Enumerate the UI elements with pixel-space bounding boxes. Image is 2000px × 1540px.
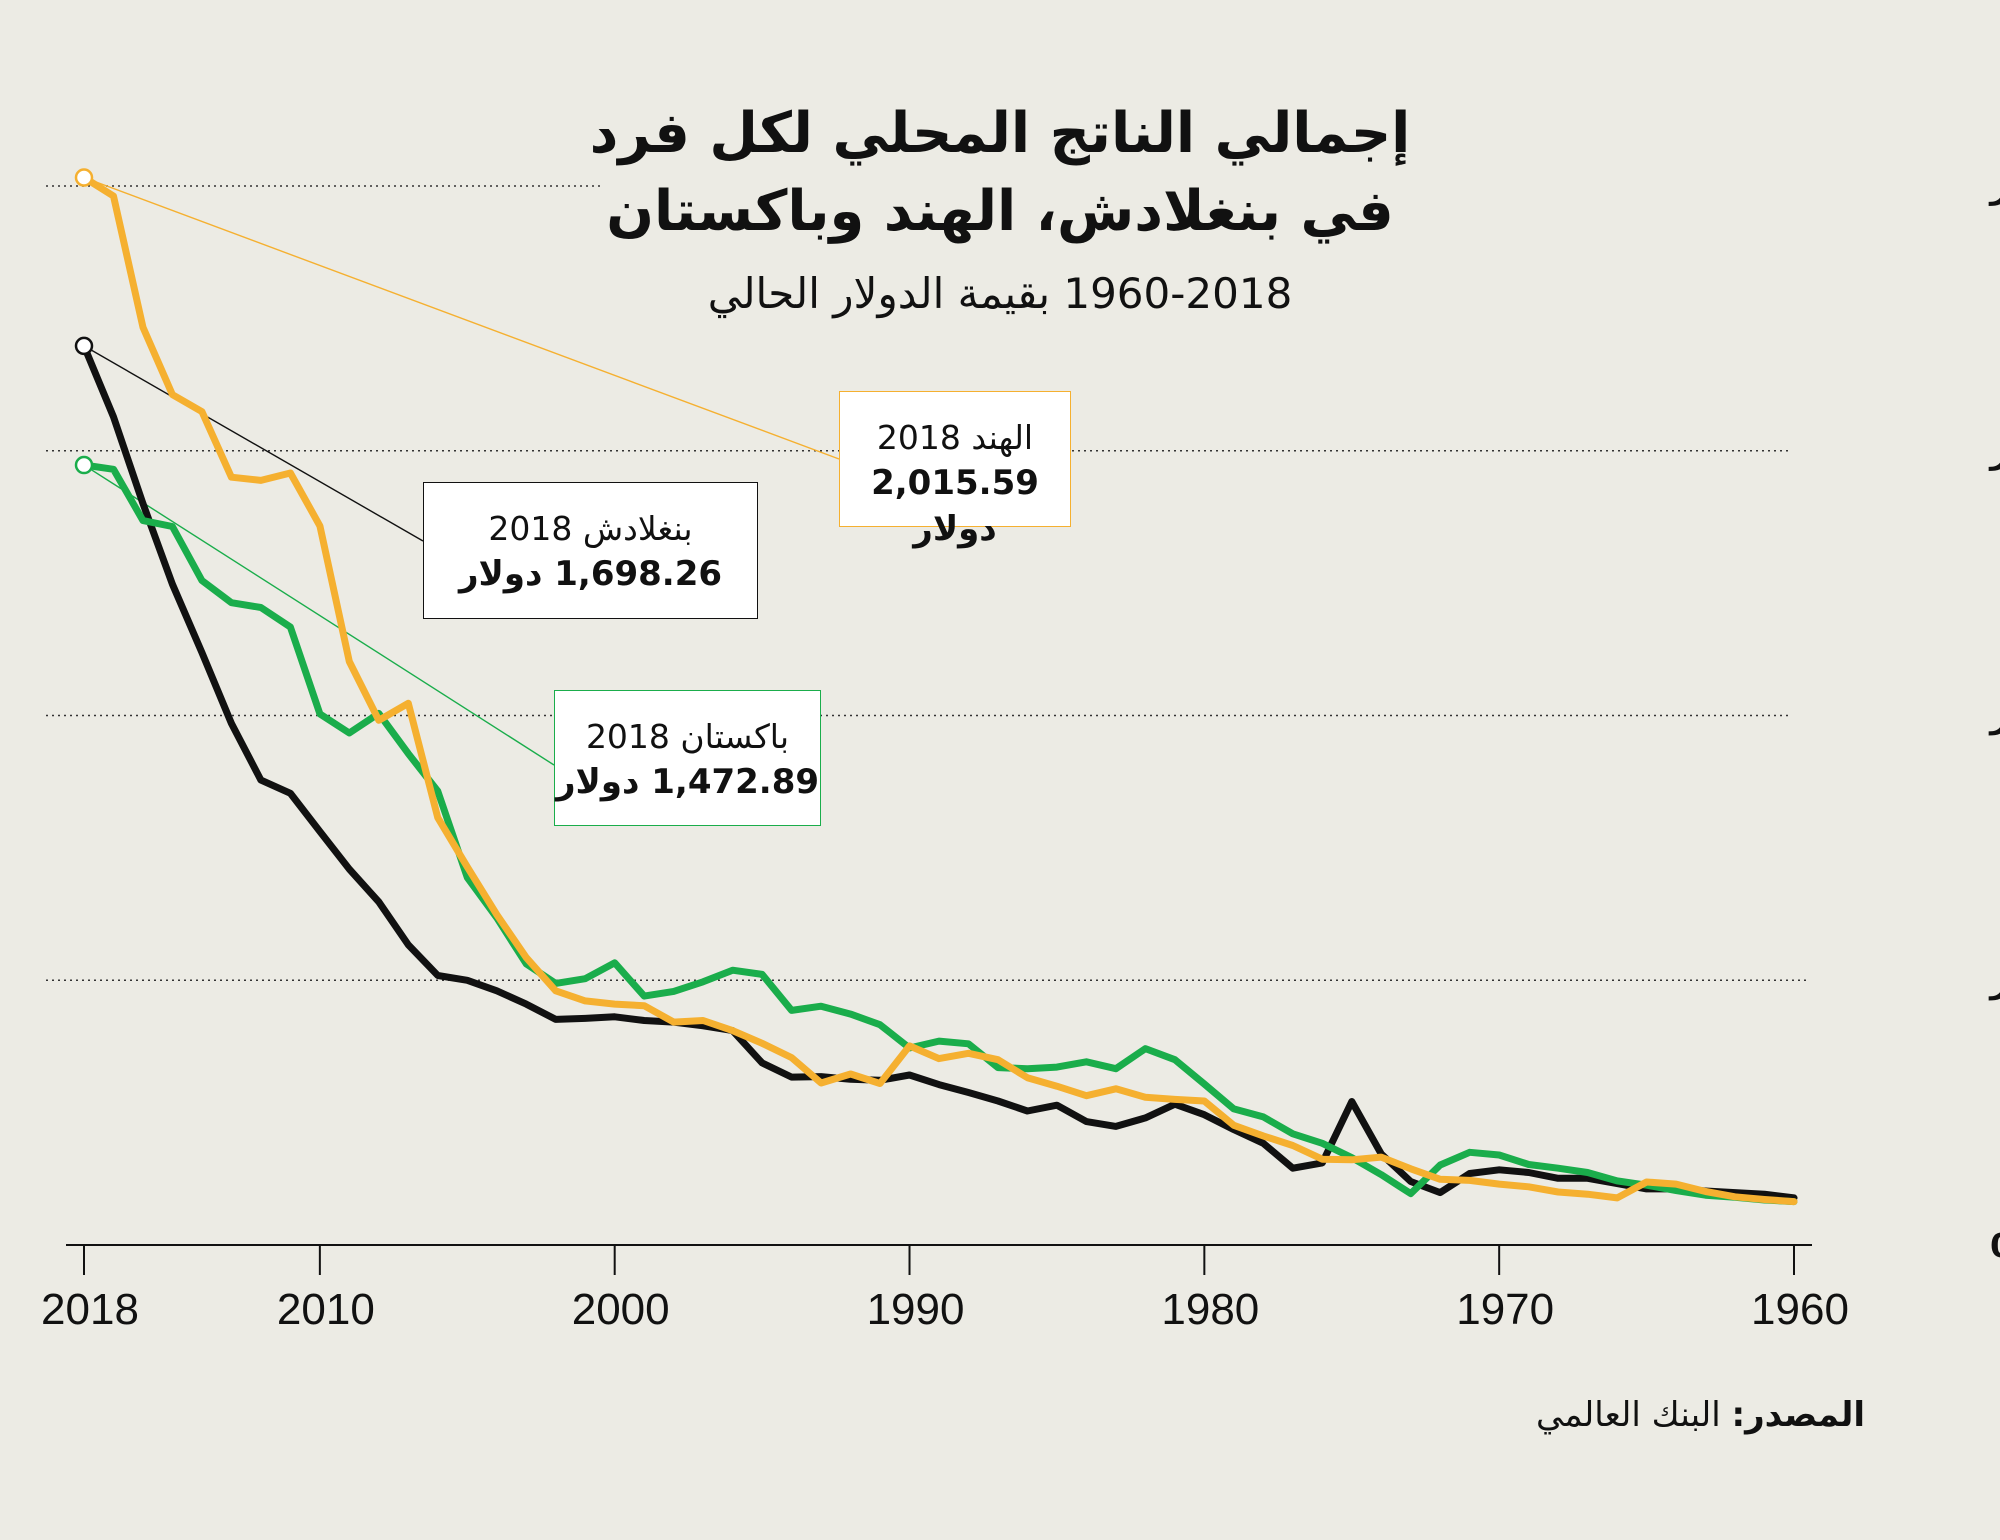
series-line-india [80,174,1798,1206]
callout-bangladesh: بنغلادش 2018 1,698.26 دولار [423,482,758,619]
leader-line-bangladesh [83,345,424,542]
callout-pakistan: باكستان 2018 1,472.89 دولار [554,690,821,826]
grid-lines [46,185,1810,982]
callout-pakistan-label: باكستان 2018 [585,717,790,756]
source-label: المصدر: [1731,1395,1865,1435]
chart-subtitle: 1960-2018 بقيمة الدولار الحالي [707,269,1293,318]
series-line-pakistan [80,461,1798,1206]
x-tick-label-1980: 1980 [1161,1285,1259,1334]
leader-line-india [83,176,840,460]
y-tick-label-500: 500 دولار [1988,961,2000,1001]
callout-bangladesh-value: 1,698.26 دولار [458,554,723,594]
source-text: البنك العالمي [1535,1395,1721,1435]
x-tick-label-2018: 2018 [41,1285,139,1334]
leader-line-pakistan [83,464,555,766]
callout-india-value: 2,015.59 دولار [871,463,1039,549]
callout-pakistan-value: 1,472.89 دولار [555,762,820,802]
x-tick-label-1990: 1990 [867,1285,965,1334]
endpoint-india [74,168,94,187]
callout-india: الهند 2018 2,015.59 دولار [839,391,1071,549]
x-tick-label-1970: 1970 [1456,1285,1554,1334]
y-tick-label-0: 0 [1990,1226,2000,1265]
callout-bangladesh-label: بنغلادش 2018 [488,509,693,548]
x-tick-label-2000: 2000 [572,1285,670,1334]
y-tick-label-2000: 2,000 دولار [1988,167,2000,207]
series-lines [80,174,1798,1206]
chart-header: إجمالي الناتج المحلي لكل فرد في بنغلادش،… [300,95,1700,318]
y-tick-label-1000: 1,000 دولار [1988,697,2000,737]
source-note: المصدر: البنك العالمي [1536,1395,1865,1435]
series-line-bangladesh [80,342,1798,1202]
y-tick-label-1500: 1,500 دولار [1988,432,2000,472]
x-axis: 2018 2010 2000 1990 1980 1970 1960 [41,1244,1849,1334]
endpoint-pakistan [74,455,94,475]
x-tick-label-2010: 2010 [277,1285,375,1334]
endpoint-bangladesh [74,336,94,356]
series-endpoints [74,168,94,475]
chart-title: إجمالي الناتج المحلي لكل فرد في بنغلادش،… [589,101,1411,244]
y-axis-labels: 0 500 دولار 1,000 دولار 1,500 دولار 2,000 دو… [1988,167,2000,1265]
callout-leader-lines [83,176,840,766]
x-tick-label-1960: 1960 [1751,1285,1849,1334]
callout-india-label: الهند 2018 [876,418,1034,457]
